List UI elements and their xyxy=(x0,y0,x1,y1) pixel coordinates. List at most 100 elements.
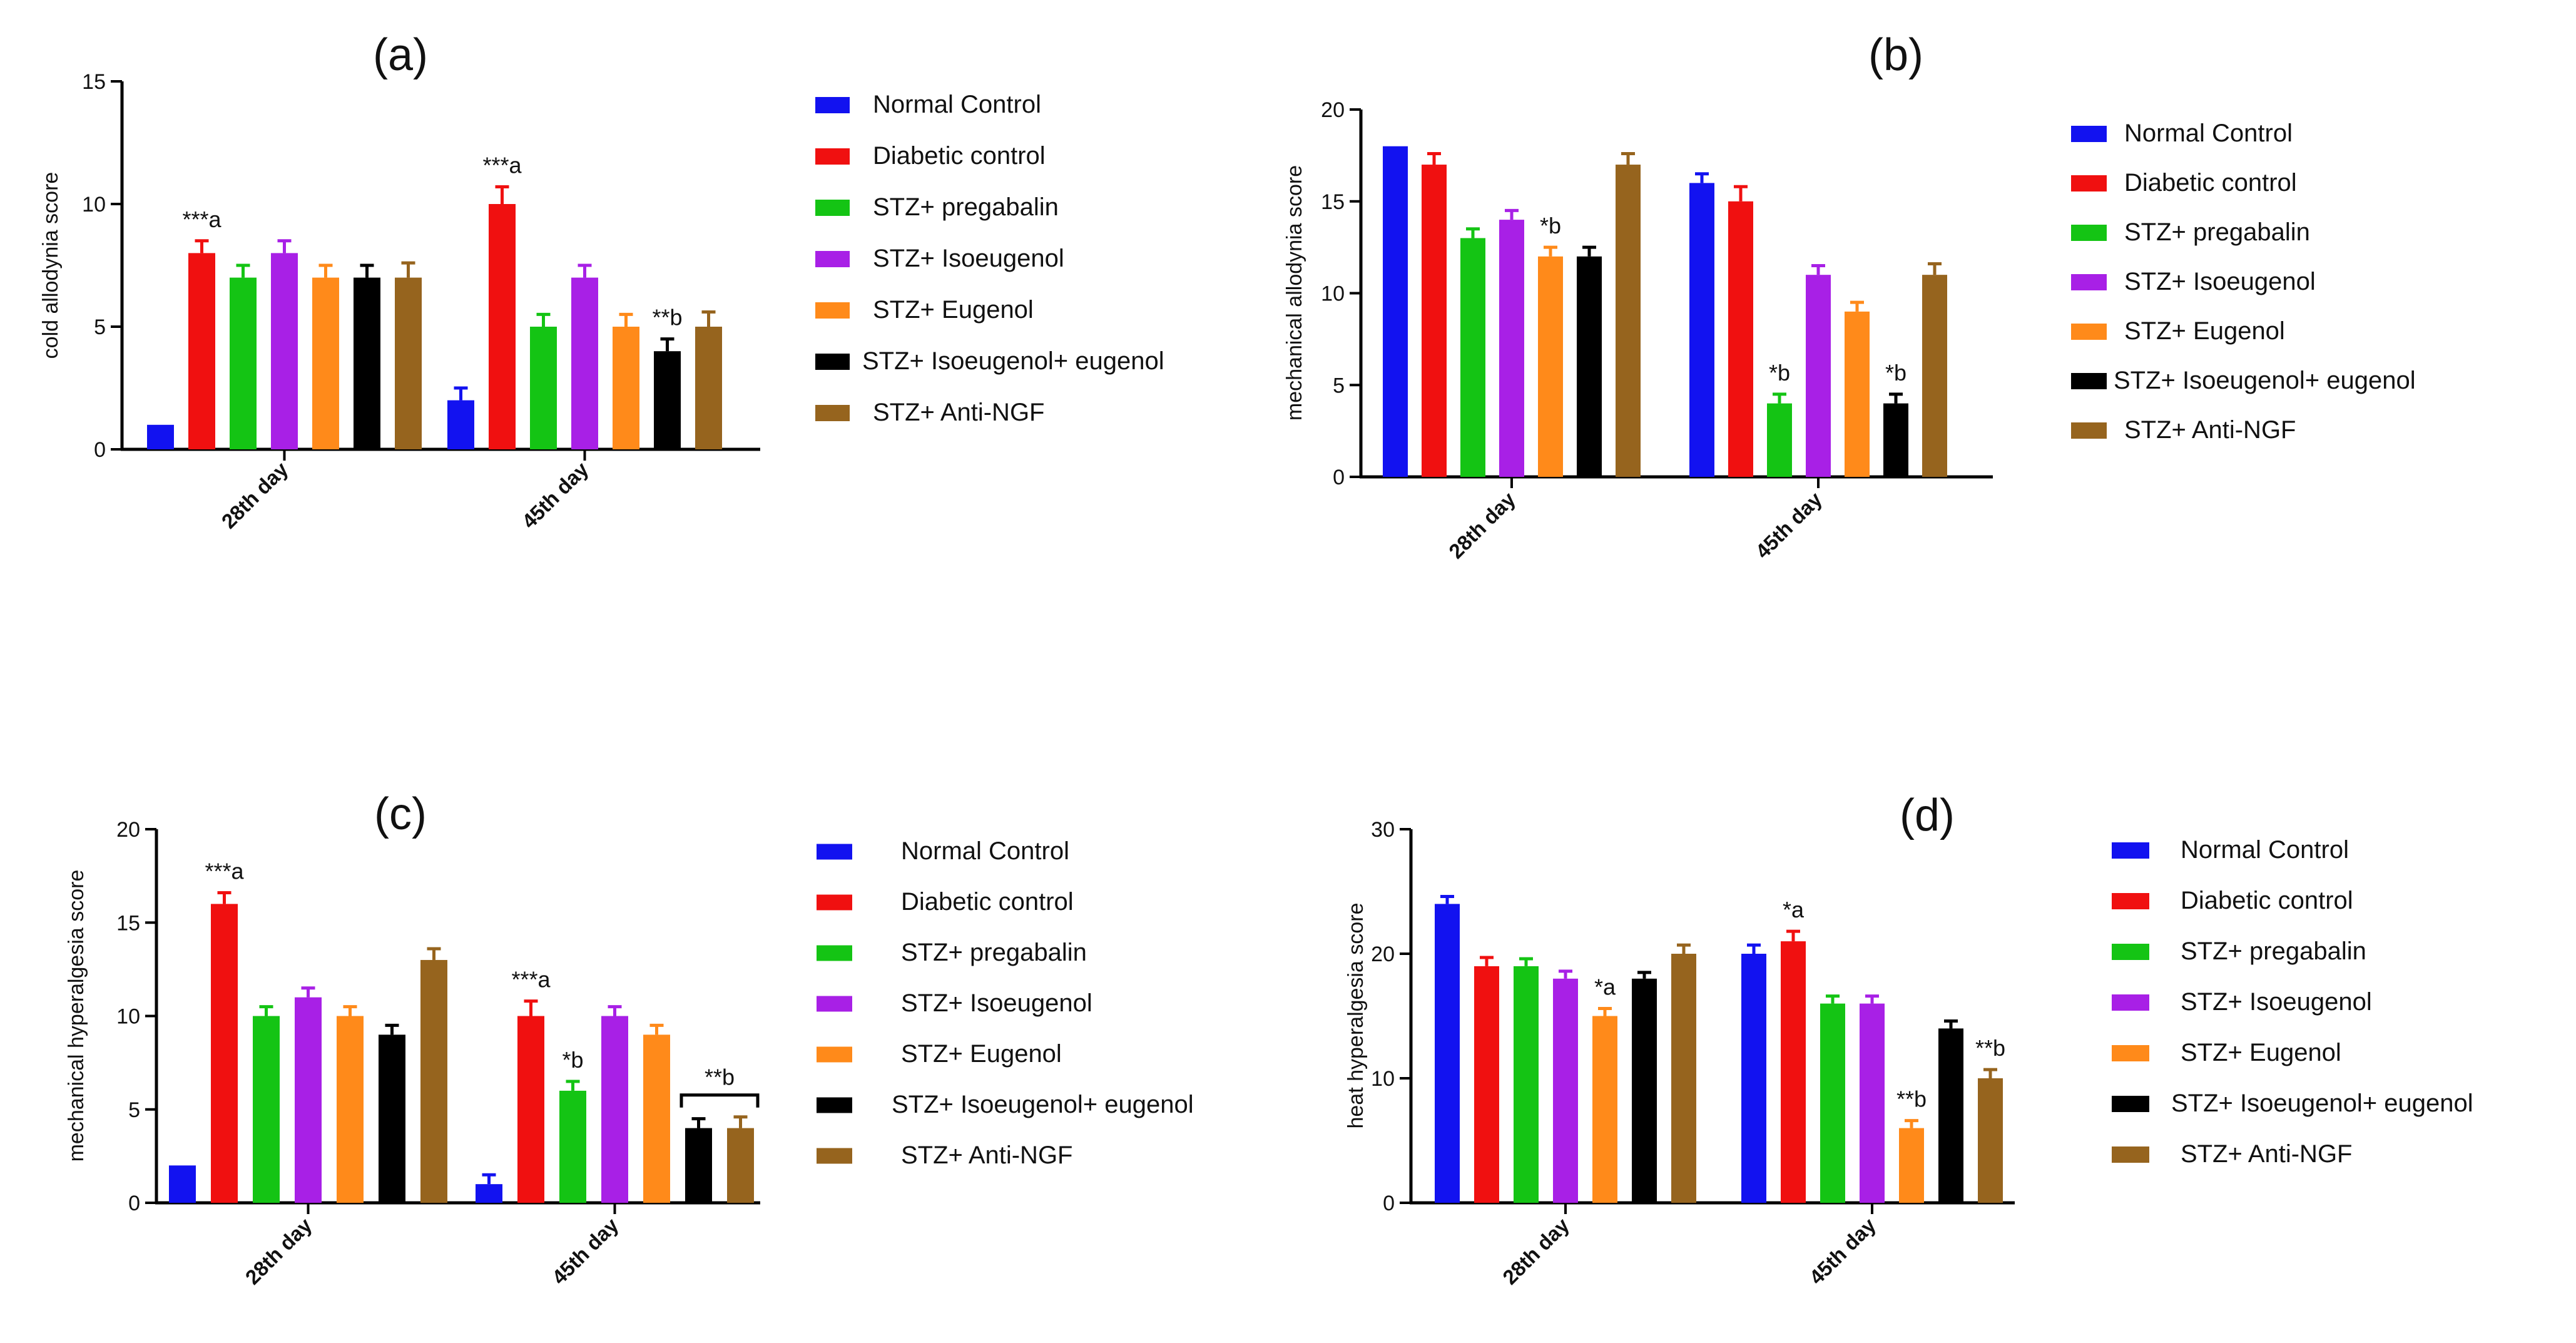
significance-label: *b xyxy=(562,1047,583,1073)
legend-swatch xyxy=(2112,842,2149,859)
y-axis-label: heat hyperalgesia score xyxy=(1344,902,1368,1128)
x-tick-label: 45th day xyxy=(1805,1213,1880,1289)
bar-diabetic-control-1 xyxy=(188,253,215,449)
legend-label: Normal Control xyxy=(873,91,1041,118)
y-tick-label: 10 xyxy=(1371,1067,1395,1091)
legend-swatch xyxy=(2112,1096,2149,1112)
bar-stz-eugenol-1 xyxy=(1592,1016,1617,1203)
legend-label: STZ+ pregabalin xyxy=(2124,218,2310,246)
bar-stz-isoeugenol-2 xyxy=(1806,275,1831,477)
legend-label: STZ+ Anti-NGF xyxy=(901,1141,1073,1169)
legend-label: STZ+ pregabalin xyxy=(901,939,1087,966)
legend-label: STZ+ Anti-NGF xyxy=(2181,1140,2353,1168)
legend-swatch xyxy=(817,945,852,961)
legend: Normal Control Diabetic control STZ+ prega… xyxy=(2071,120,2416,444)
legend-swatch xyxy=(2112,944,2149,960)
bar-stz-isoeugenol-eugenol-1 xyxy=(1577,256,1602,477)
legend-label: STZ+ pregabalin xyxy=(873,193,1059,221)
significance-label: *b xyxy=(1540,213,1561,238)
legend-item: STZ+ Anti-NGF xyxy=(817,1141,1073,1169)
legend-item: STZ+ Isoeugenol xyxy=(2071,268,2316,295)
legend-swatch xyxy=(815,302,850,319)
bar-stz-pregabalin-2 xyxy=(1820,1003,1845,1203)
bar-stz-isoeugenol-eugenol-2 xyxy=(654,351,681,449)
bar-stz-isoeugenol-1 xyxy=(1499,220,1524,477)
legend-item: STZ+ Eugenol xyxy=(817,1040,1062,1068)
bar-normal-control-2 xyxy=(447,400,474,449)
legend-swatch xyxy=(817,894,852,911)
legend-swatch xyxy=(2071,324,2107,340)
legend-label: STZ+ Anti-NGF xyxy=(873,399,1045,426)
legend-swatch xyxy=(2071,175,2107,191)
legend-item: STZ+ Eugenol xyxy=(2071,317,2285,345)
y-tick-label: 0 xyxy=(94,438,106,462)
legend-label: STZ+ Isoeugenol xyxy=(901,989,1092,1017)
bar-stz-pregabalin-2 xyxy=(1767,403,1792,477)
significance-label: *a xyxy=(1783,897,1805,922)
y-tick-label: 10 xyxy=(82,193,106,217)
significance-label: *b xyxy=(1769,360,1790,386)
x-tick-label: 45th day xyxy=(1751,487,1826,563)
legend-item: STZ+ Anti-NGF xyxy=(815,399,1045,426)
bar-diabetic-control-1 xyxy=(1422,165,1447,477)
legend-label: STZ+ Eugenol xyxy=(2181,1039,2341,1066)
significance-label: **b xyxy=(1896,1086,1927,1112)
legend-swatch xyxy=(815,200,850,216)
y-tick-label: 5 xyxy=(1333,374,1345,397)
bar-stz-isoeugenol-1 xyxy=(295,997,322,1203)
legend-item: Diabetic control xyxy=(2071,169,2297,197)
legend-label: STZ+ Isoeugenol xyxy=(873,245,1064,272)
legend-label: Diabetic control xyxy=(2124,169,2297,197)
bar-stz-anti-ngf-1 xyxy=(395,277,422,449)
legend-label: Diabetic control xyxy=(873,142,1046,170)
legend-item: Normal Control xyxy=(815,91,1041,118)
bar-stz-isoeugenol-1 xyxy=(271,253,298,449)
y-tick-label: 10 xyxy=(1321,282,1345,306)
bar-diabetic-control-2 xyxy=(1781,941,1806,1203)
legend-label: STZ+ Isoeugenol xyxy=(2124,268,2316,295)
bar-stz-isoeugenol-eugenol-2 xyxy=(1938,1028,1963,1203)
significance-label: ***a xyxy=(511,967,551,993)
bar-normal-control-1 xyxy=(169,1165,196,1203)
y-tick-label: 20 xyxy=(1371,942,1395,966)
x-tick-label: 45th day xyxy=(547,1213,623,1289)
bar-stz-eugenol-2 xyxy=(643,1034,670,1203)
bar-diabetic-control-1 xyxy=(1474,966,1499,1203)
bar-stz-eugenol-1 xyxy=(1538,256,1563,477)
bar-stz-isoeugenol-1 xyxy=(1553,978,1578,1203)
significance-label: **b xyxy=(1975,1035,2005,1061)
legend-item: Normal Control xyxy=(2071,120,2293,147)
legend-swatch xyxy=(2071,126,2107,142)
legend-item: Normal Control xyxy=(817,837,1069,865)
bar-normal-control-2 xyxy=(476,1184,502,1203)
legend-label: Diabetic control xyxy=(2181,887,2353,914)
legend-item: Normal Control xyxy=(2112,836,2349,864)
significance-label: ***a xyxy=(482,153,522,178)
bar-stz-anti-ngf-2 xyxy=(1922,275,1947,477)
legend-swatch xyxy=(2071,422,2107,439)
legend: Normal Control Diabetic control STZ+ prega… xyxy=(817,837,1194,1169)
chart-title: (b) xyxy=(1868,30,1923,80)
y-tick-label: 30 xyxy=(1371,818,1395,842)
legend-swatch xyxy=(2071,373,2107,389)
y-tick-label: 20 xyxy=(1321,98,1345,122)
y-axis-label: mechanical hyperalgesia score xyxy=(64,870,88,1162)
y-axis-label: cold allodynia score xyxy=(39,172,63,359)
legend-item: STZ+ Eugenol xyxy=(2112,1039,2341,1066)
bar-stz-isoeugenol-2 xyxy=(1860,1003,1885,1203)
bar-stz-isoeugenol-eugenol-2 xyxy=(685,1128,712,1203)
y-axis-label: mechanical allodynia score xyxy=(1283,165,1306,421)
bar-normal-control-2 xyxy=(1689,183,1714,477)
legend-label: Diabetic control xyxy=(901,888,1074,916)
bar-stz-isoeugenol-2 xyxy=(571,277,598,449)
bar-stz-isoeugenol-eugenol-1 xyxy=(1632,978,1657,1203)
legend-swatch xyxy=(815,405,850,421)
legend-swatch xyxy=(2112,1045,2149,1061)
legend-swatch xyxy=(817,1046,852,1063)
significance-label: **b xyxy=(652,305,682,330)
significance-label: *a xyxy=(1594,974,1616,1000)
legend-item: STZ+ pregabalin xyxy=(2071,218,2310,246)
legend-label: STZ+ Isoeugenol+ eugenol xyxy=(2171,1090,2473,1117)
bar-stz-pregabalin-1 xyxy=(230,277,257,449)
significance-label: **b xyxy=(705,1065,735,1090)
